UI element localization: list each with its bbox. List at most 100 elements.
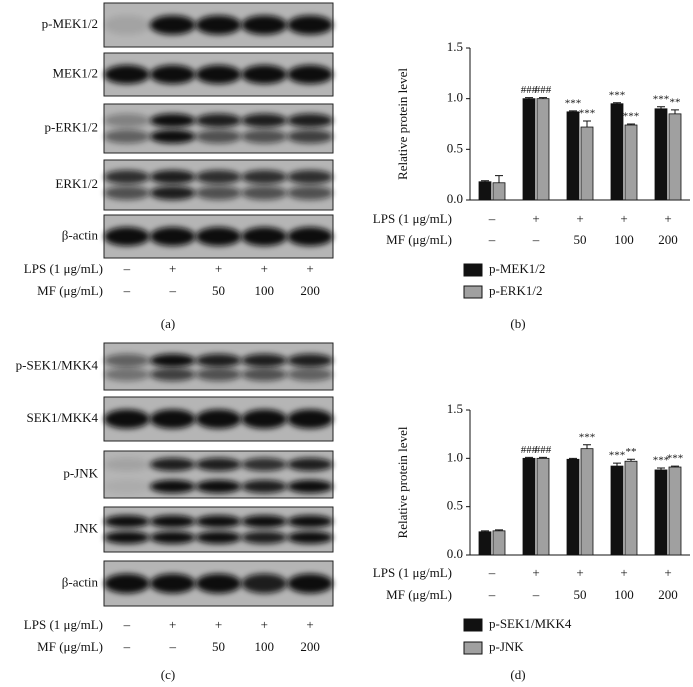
significance: ***	[609, 89, 626, 101]
significance: ###	[521, 444, 538, 456]
blot-band	[104, 531, 150, 544]
legend-label: p-SEK1/MKK4	[489, 616, 572, 631]
condition-value: 50	[212, 639, 225, 654]
blot-band	[287, 113, 333, 128]
blot-band	[241, 367, 288, 382]
blot-band	[149, 15, 196, 35]
y-tick-label: 1.5	[447, 39, 463, 54]
error-bar	[569, 457, 577, 460]
band-label: ERK1/2	[55, 176, 98, 191]
condition-value: –	[123, 617, 131, 632]
error-bar	[671, 109, 679, 114]
error-bar	[495, 529, 503, 531]
blot-band	[241, 129, 288, 144]
legend-swatch	[463, 285, 483, 299]
blot-band	[287, 515, 333, 528]
condition-label: MF (μg/mL)	[37, 639, 103, 654]
condition-value: +	[532, 211, 539, 226]
condition-value: +	[215, 617, 222, 632]
blot-band	[241, 457, 288, 472]
legend-swatch	[463, 618, 483, 632]
significance: ***	[653, 93, 670, 105]
blot	[103, 159, 334, 211]
significance: **	[670, 96, 681, 108]
y-tick-label: 0.5	[447, 140, 463, 155]
blot-band	[241, 170, 288, 184]
blot-band	[287, 479, 333, 494]
significance: ***	[609, 450, 626, 462]
legend-label: p-ERK1/2	[489, 283, 542, 298]
panel-caption: (d)	[510, 667, 525, 682]
blot-band	[104, 515, 150, 528]
significance: ###	[535, 84, 552, 96]
bar	[478, 531, 492, 556]
blot	[103, 103, 334, 154]
bar	[624, 460, 638, 556]
blot-band	[149, 170, 196, 184]
blot-band	[287, 409, 333, 429]
condition-value: –	[488, 565, 496, 580]
band-label: β-actin	[62, 574, 99, 589]
condition-label: LPS (1 μg/mL)	[373, 565, 452, 580]
bar	[478, 181, 492, 201]
condition-value: 100	[255, 283, 275, 298]
band-label: p-SEK1/MKK4	[16, 357, 99, 372]
blot-band	[241, 515, 288, 528]
blot-band	[195, 186, 242, 200]
significance: ***	[579, 107, 596, 119]
band-label: MEK1/2	[53, 65, 99, 80]
blot-band	[104, 353, 150, 368]
band-label: β-actin	[62, 227, 99, 242]
band-label: p-ERK1/2	[45, 119, 98, 134]
error-bar	[613, 102, 621, 104]
blot-band	[149, 129, 196, 144]
error-bar	[657, 106, 665, 109]
condition-value: +	[576, 211, 583, 226]
y-axis-label: Relative protein level	[395, 68, 410, 180]
bar	[624, 124, 638, 201]
condition-value: –	[488, 587, 496, 602]
panel-caption: (a)	[161, 316, 175, 331]
bar	[492, 530, 506, 556]
error-bar	[627, 458, 635, 462]
bar	[566, 111, 580, 201]
significance: ***	[623, 111, 640, 123]
legend-label: p-MEK1/2	[489, 261, 545, 276]
condition-value: +	[532, 565, 539, 580]
condition-value: –	[488, 211, 496, 226]
error-bar	[525, 456, 533, 459]
blot-band	[149, 479, 196, 494]
blot-band	[149, 65, 196, 84]
bar	[492, 182, 506, 201]
blot-band	[195, 227, 242, 246]
blot-band	[195, 170, 242, 184]
legend-swatch	[463, 263, 483, 277]
blot-band	[149, 409, 196, 429]
blot-band	[104, 113, 150, 128]
condition-value: –	[123, 261, 131, 276]
blot-band	[287, 15, 333, 35]
bar	[566, 458, 580, 556]
blot-band	[287, 186, 333, 200]
condition-label: MF (μg/mL)	[37, 283, 103, 298]
blot-band	[241, 573, 288, 594]
blot	[103, 506, 334, 553]
error-bar	[495, 175, 503, 183]
blot-band	[149, 353, 196, 368]
band-label: p-JNK	[63, 465, 98, 480]
error-bar	[583, 120, 591, 128]
bar	[668, 466, 682, 556]
condition-label: LPS (1 μg/mL)	[24, 617, 103, 632]
blot-band	[104, 367, 150, 382]
blot-band	[195, 573, 242, 594]
blot-band	[104, 15, 150, 35]
blot-band	[241, 479, 288, 494]
blot-band	[241, 531, 288, 544]
condition-value: +	[215, 261, 222, 276]
blot-band	[287, 170, 333, 184]
blot-band	[195, 353, 242, 368]
condition-value: +	[306, 617, 313, 632]
blot-band	[287, 353, 333, 368]
bar	[536, 457, 550, 556]
